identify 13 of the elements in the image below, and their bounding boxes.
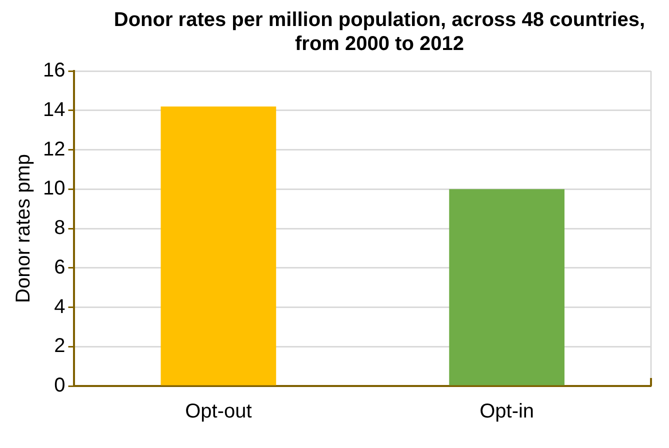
- y-tick-label: 0: [54, 374, 66, 397]
- y-tick-label: 10: [42, 178, 66, 200]
- y-tick-label: 4: [54, 296, 66, 318]
- x-tick-label: Opt-out: [185, 400, 252, 423]
- y-tick-label: 2: [54, 335, 66, 358]
- x-tick-label: Opt-in: [480, 400, 534, 423]
- y-tick-label: 16: [42, 60, 66, 82]
- y-tick-label: 6: [54, 256, 66, 278]
- y-axis-title: Donor rates pmp: [12, 154, 35, 303]
- y-tick-label: 12: [42, 138, 66, 160]
- chart-title: Donor rates per million population, across 48 countries, from 2000 to 2012: [112, 8, 646, 56]
- y-tick-label: 8: [54, 217, 66, 240]
- y-tick-label: 14: [42, 98, 66, 121]
